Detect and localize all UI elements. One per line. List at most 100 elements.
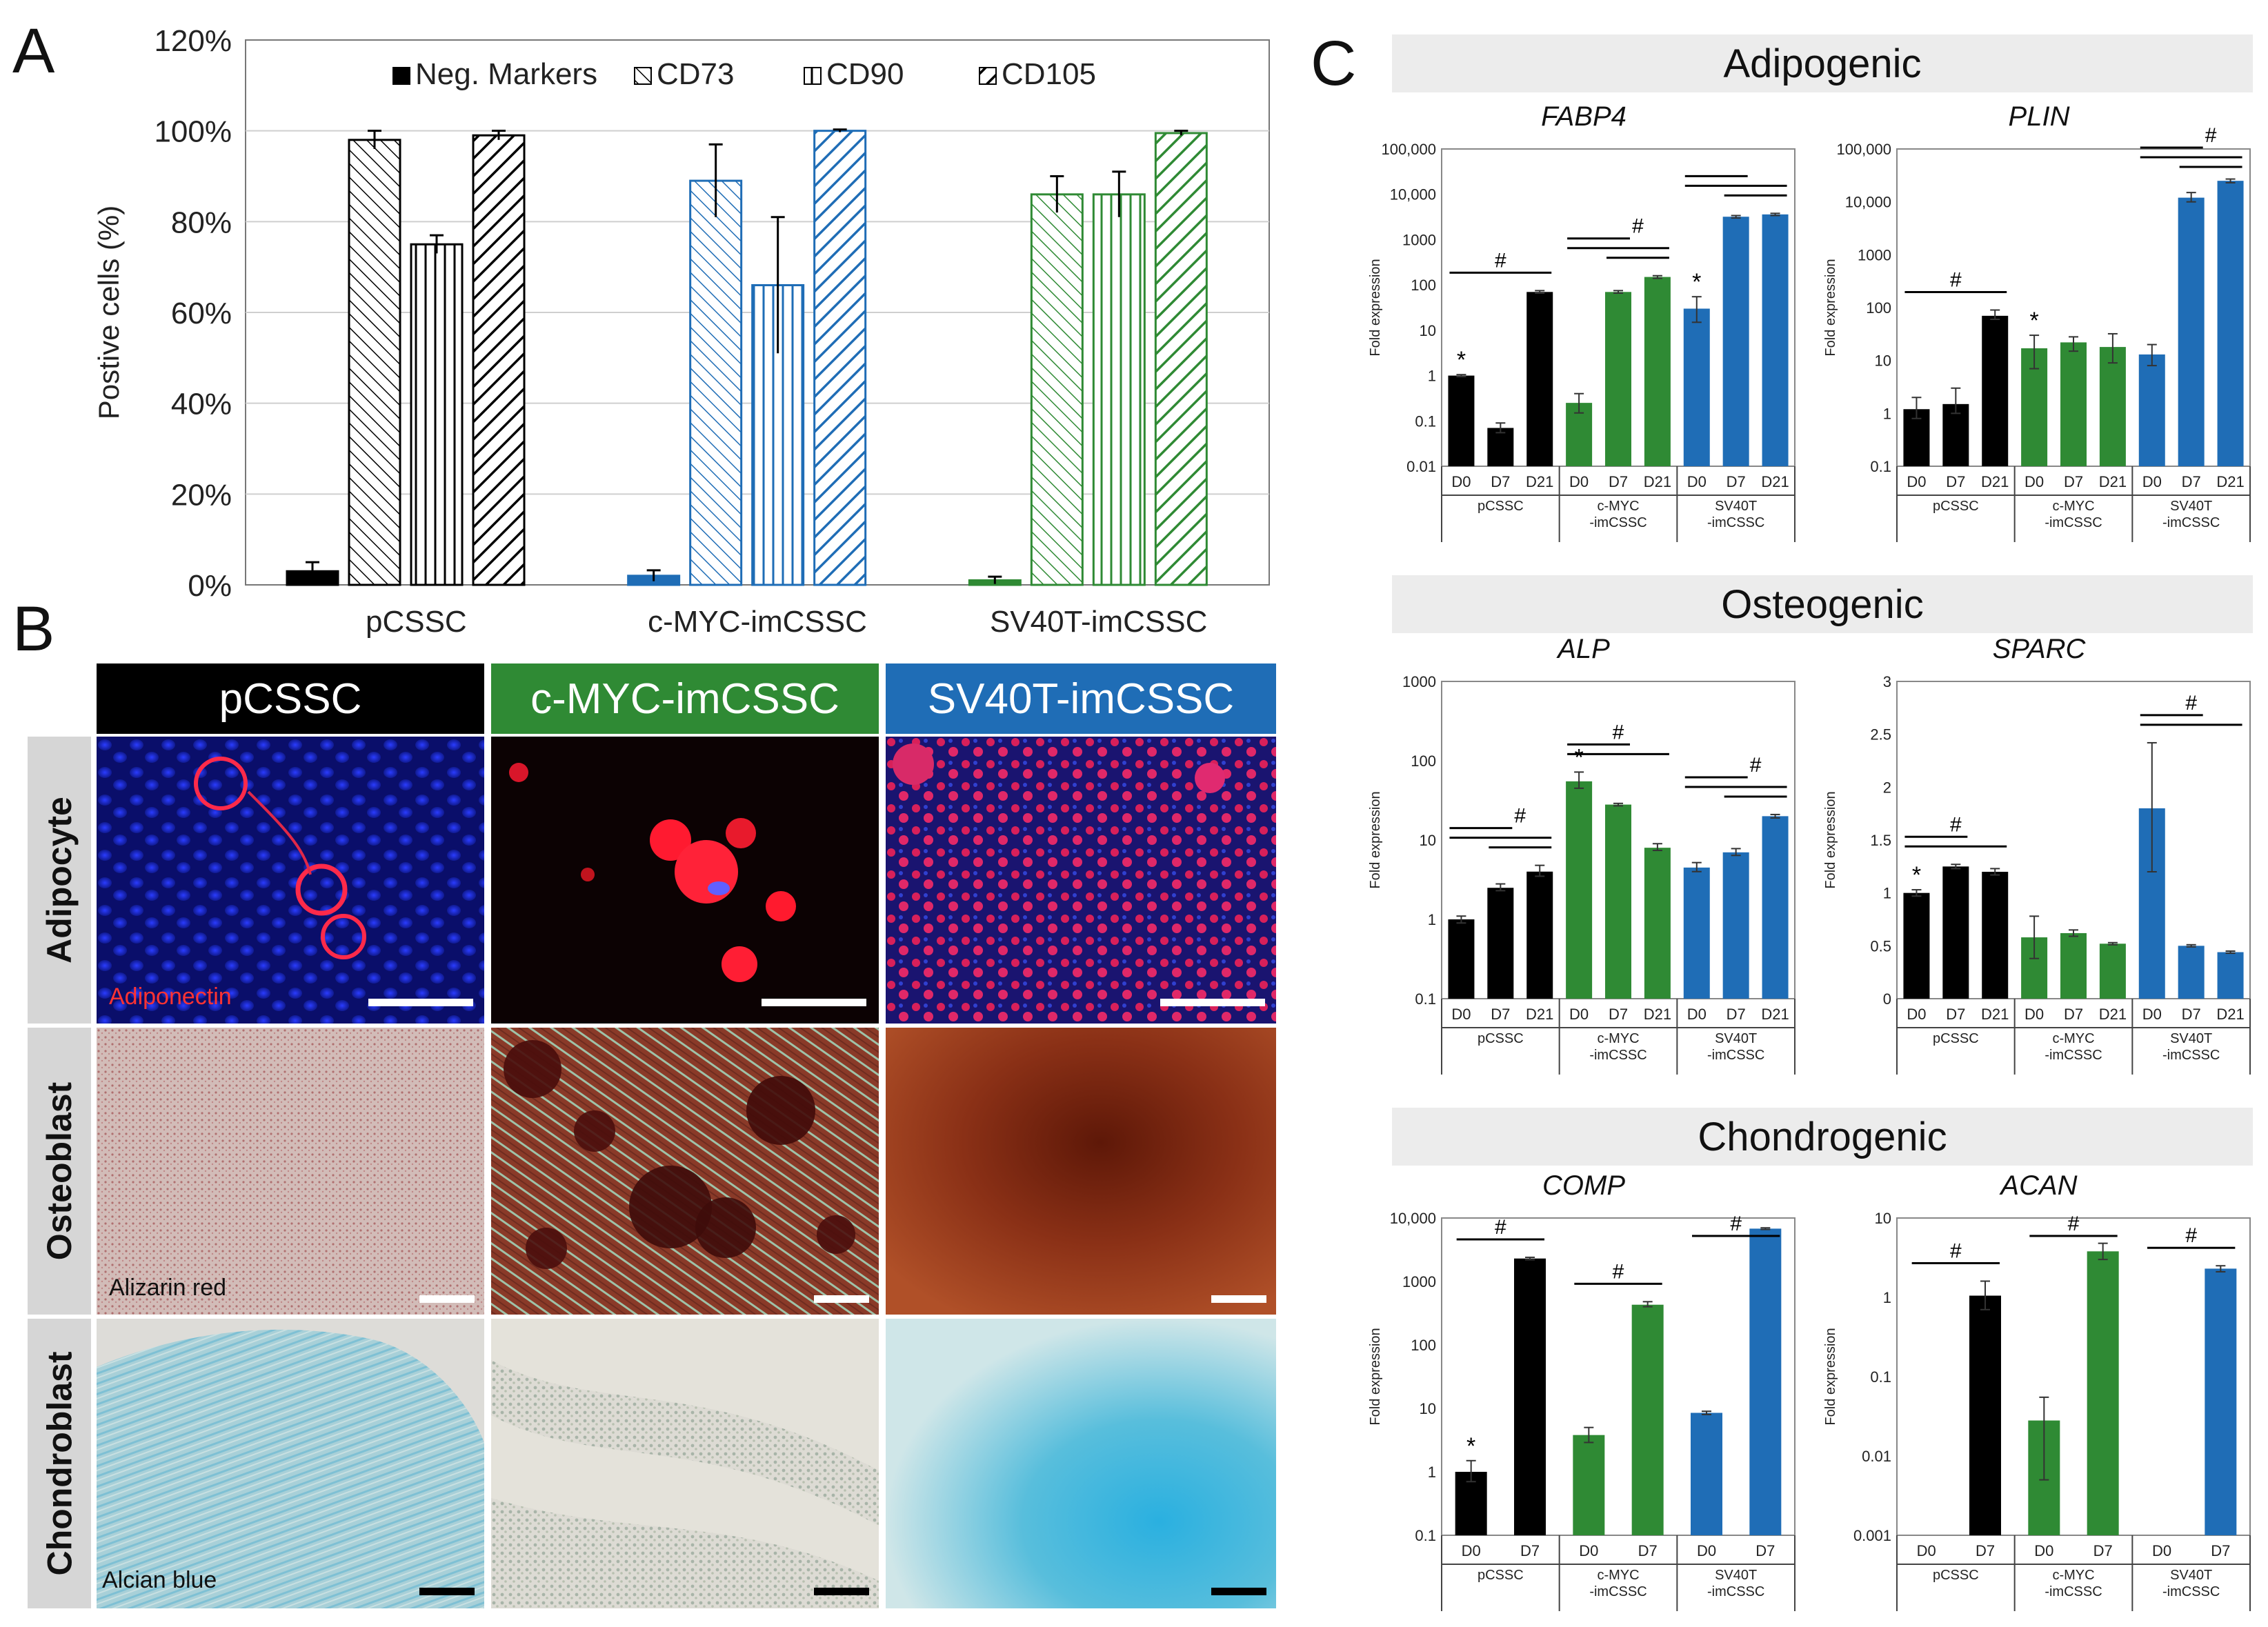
osteoblast-sv40t-image bbox=[886, 1028, 1276, 1315]
x-day-label: D7 bbox=[1946, 473, 1965, 490]
y-tick-label: 0.1 bbox=[1415, 412, 1436, 430]
bar bbox=[1942, 866, 1969, 999]
y-tick-label: 1 bbox=[1428, 1464, 1436, 1481]
scale-bar bbox=[814, 1588, 869, 1595]
y-tick-label: 10 bbox=[1420, 832, 1436, 849]
star-mark: * bbox=[1466, 1433, 1475, 1459]
section-chondrogenic: Chondrogenic bbox=[1392, 1108, 2253, 1166]
x-day-label: D7 bbox=[2211, 1542, 2230, 1559]
star-mark: * bbox=[1912, 862, 1921, 888]
x-group-label: -imCSSC bbox=[2045, 515, 2102, 530]
hash-mark: # bbox=[1613, 721, 1624, 743]
chart-fabp4: FABP4 Fold expression 0.01 0.1 1 10 100 1000 10,… bbox=[1368, 101, 1796, 542]
caption-adiponectin: Adiponectin bbox=[109, 984, 232, 1010]
legend-swatch bbox=[634, 67, 652, 85]
caption-alcian-blue: Alcian blue bbox=[102, 1567, 217, 1593]
bar bbox=[1566, 781, 1593, 999]
gene-title: SPARC bbox=[1993, 634, 2087, 664]
x-day-label: D21 bbox=[2216, 1006, 2244, 1023]
x-day-label: D7 bbox=[1520, 1542, 1540, 1559]
bar bbox=[2099, 347, 2126, 466]
x-day-label: D7 bbox=[1609, 1006, 1628, 1023]
hash-mark: # bbox=[2185, 1224, 2197, 1247]
bar bbox=[2060, 932, 2087, 999]
y-tick-label: 3 bbox=[1883, 673, 1891, 690]
x-day-label: D0 bbox=[1451, 473, 1471, 490]
hash-mark: # bbox=[1495, 249, 1506, 272]
chart-comp: COMP Fold expression 0.1 1 10 100 1000 10,000 D0… bbox=[1368, 1170, 1796, 1611]
bar bbox=[2087, 1251, 2119, 1535]
x-day-label: D0 bbox=[1917, 1542, 1936, 1559]
legend-label: Neg. Markers bbox=[415, 57, 597, 91]
hash-mark: # bbox=[1514, 805, 1526, 828]
gene-title: COMP bbox=[1542, 1170, 1625, 1201]
bar bbox=[2138, 354, 2165, 466]
chart-acan: ACAN Fold expression 0.001 0.01 0.1 1 10 D0 D7 pC… bbox=[1823, 1170, 2251, 1611]
star-mark: * bbox=[2029, 308, 2038, 334]
y-tick-label: 10 bbox=[1420, 1400, 1436, 1417]
bar bbox=[1487, 428, 1514, 466]
y-tick-label: 1000 bbox=[1402, 1273, 1436, 1290]
x-group-label: pCSSC bbox=[1478, 1568, 1524, 1583]
y-tick-label: 10,000 bbox=[1390, 186, 1436, 203]
bar bbox=[1030, 193, 1084, 586]
y-tick-label: 80% bbox=[171, 206, 232, 239]
y-tick-label: 0% bbox=[188, 569, 232, 603]
scale-bar bbox=[1211, 1588, 1266, 1595]
y-tick-label: 0.1 bbox=[1415, 990, 1436, 1008]
x-day-label: D7 bbox=[2182, 1006, 2201, 1023]
bar bbox=[1683, 867, 1710, 999]
x-group-label: -imCSSC bbox=[2045, 1048, 2102, 1063]
x-group-label: c-MYC bbox=[1597, 1031, 1639, 1046]
bar bbox=[1154, 132, 1208, 586]
plot-area bbox=[1896, 1217, 2251, 1536]
bar bbox=[2217, 952, 2244, 999]
legend-label: CD105 bbox=[1002, 57, 1096, 91]
x-day-label: D7 bbox=[1755, 1542, 1775, 1559]
adipocyte-sv40t-image bbox=[886, 737, 1276, 1024]
x-group-label: -imCSSC bbox=[2162, 515, 2220, 530]
x-group-label: -imCSSC bbox=[1707, 1048, 1764, 1063]
x-day-label: D7 bbox=[2064, 1006, 2083, 1023]
hash-mark: # bbox=[1730, 1212, 1742, 1235]
bar bbox=[1749, 1228, 1782, 1535]
bar bbox=[1487, 888, 1514, 999]
x-group-label: pCSSC bbox=[1933, 1568, 1979, 1583]
scale-bar bbox=[814, 1295, 869, 1303]
star-mark: * bbox=[1692, 269, 1701, 295]
bar bbox=[1605, 804, 1631, 999]
x-group-label: pCSSC bbox=[1933, 1031, 1979, 1046]
legend-label: CD90 bbox=[826, 57, 904, 91]
x-category-label: SV40T-imCSSC bbox=[990, 605, 1207, 639]
x-day-label: D0 bbox=[1697, 1542, 1716, 1559]
chart-plin: PLIN Fold expression 0.1 1 10 100 1000 10,000 10… bbox=[1823, 101, 2251, 542]
hash-mark: # bbox=[2068, 1212, 2080, 1235]
star-mark: * bbox=[1574, 744, 1583, 770]
plot-area bbox=[1441, 1217, 1796, 1536]
x-day-label: D7 bbox=[1727, 1006, 1746, 1023]
bar bbox=[1514, 1258, 1546, 1535]
x-day-label: D21 bbox=[2099, 1006, 2127, 1023]
bar bbox=[1691, 1413, 1722, 1535]
panel-a-bar-chart: 0% 20% 40% 60% 80% 100% 120% Postive cells (%) p… bbox=[92, 24, 1270, 639]
osteoblast-pcssc-image bbox=[97, 1028, 484, 1315]
bar bbox=[1903, 892, 1930, 999]
bar bbox=[2205, 1268, 2237, 1535]
y-tick-label: 0.001 bbox=[1853, 1527, 1891, 1544]
x-day-label: D21 bbox=[2099, 473, 2127, 490]
y-tick-label: 10,000 bbox=[1845, 194, 1891, 211]
bar bbox=[1942, 403, 1969, 466]
x-day-label: D21 bbox=[1761, 473, 1789, 490]
x-group-label: c-MYC bbox=[2052, 1031, 2094, 1046]
chondroblast-sv40t-image bbox=[886, 1319, 1276, 1608]
scale-bar bbox=[419, 1588, 475, 1595]
adipocyte-cmyc-image bbox=[491, 737, 879, 1024]
x-day-label: D7 bbox=[1491, 473, 1510, 490]
bar bbox=[1683, 308, 1710, 466]
gene-title: ACAN bbox=[1999, 1170, 2077, 1201]
hash-mark: # bbox=[1950, 1240, 1962, 1263]
x-group-label: SV40T bbox=[2170, 499, 2212, 514]
bar bbox=[1982, 872, 2009, 999]
y-tick-label: 120% bbox=[154, 24, 232, 58]
x-day-label: D0 bbox=[1687, 1006, 1707, 1023]
